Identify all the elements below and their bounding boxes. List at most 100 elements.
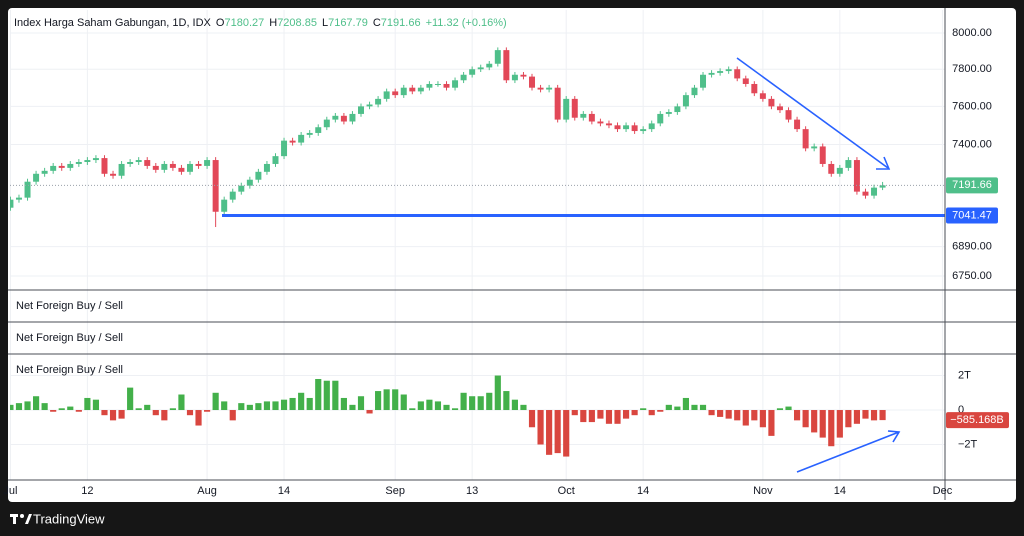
bar: [289, 397, 296, 411]
bar: [357, 396, 365, 411]
bar: [221, 401, 228, 411]
candle-body: [426, 83, 433, 88]
bar: [169, 408, 176, 411]
candle-body: [340, 115, 347, 122]
candle-body: [443, 83, 450, 88]
bar: [845, 410, 852, 428]
candle-body: [648, 123, 655, 130]
bar: [426, 399, 433, 411]
candle-body: [759, 93, 766, 99]
candle-body: [212, 160, 219, 212]
candle-body: [400, 87, 407, 96]
bar: [92, 399, 100, 411]
candle-body: [776, 106, 783, 111]
legend-key: H: [269, 17, 277, 29]
candle-body: [725, 69, 732, 72]
bar: [255, 403, 262, 411]
bar: [546, 410, 553, 455]
candle-body: [349, 113, 356, 122]
candle-body: [853, 160, 860, 192]
bar: [75, 410, 82, 412]
y-tick-label: 6890.00: [952, 241, 992, 253]
bar: [836, 410, 843, 438]
last-value-label: −585.168B: [950, 414, 1004, 426]
candle-body: [571, 98, 578, 118]
bar: [785, 406, 792, 411]
candle-body: [58, 165, 65, 168]
candle-body: [460, 74, 467, 81]
candle-body: [563, 98, 570, 120]
x-tick-label: 14: [278, 485, 290, 497]
candle-body: [605, 123, 612, 126]
bar: [853, 410, 861, 424]
candle-body: [537, 87, 544, 90]
candle-body: [802, 129, 809, 149]
candle-body: [127, 162, 134, 164]
bar: [537, 410, 544, 445]
candle-body: [272, 156, 279, 164]
candle-body: [41, 170, 48, 174]
candle-body: [246, 179, 253, 186]
candle-body: [597, 121, 604, 124]
candle-body: [588, 113, 595, 122]
candle-body: [640, 129, 647, 132]
candle-body: [409, 87, 416, 92]
candle-body: [691, 87, 698, 96]
candle-body: [204, 160, 211, 166]
bar: [340, 397, 347, 411]
bar: [366, 410, 373, 414]
bar: [657, 410, 664, 412]
candle-body: [811, 146, 818, 149]
bar: [802, 410, 809, 428]
candle-body: [144, 160, 151, 166]
bar: [554, 410, 561, 454]
bar: [588, 410, 595, 423]
candle-body: [195, 163, 202, 166]
legend-value: 7208.85: [277, 17, 317, 29]
candle-body: [554, 87, 561, 120]
bar: [298, 392, 305, 411]
support-box: [946, 207, 998, 224]
legend-key: L: [322, 17, 328, 29]
candle-body: [92, 158, 99, 161]
y-tick-label: 2T: [958, 369, 971, 381]
y-tick-label: −2T: [958, 438, 978, 450]
bar: [195, 410, 202, 426]
bar: [793, 410, 801, 421]
candle-body: [263, 163, 270, 172]
bar: [708, 410, 715, 416]
candle-body: [434, 83, 441, 85]
candle-body: [879, 185, 886, 188]
bar: [33, 396, 40, 411]
bar: [10, 404, 14, 411]
last-price-box: [946, 177, 998, 194]
legend-value: 7167.79: [328, 17, 368, 29]
candle-body: [281, 140, 288, 157]
bar: [246, 404, 253, 411]
legend-value: 7180.27: [224, 17, 264, 29]
bar: [563, 410, 570, 457]
bar: [580, 410, 587, 423]
bar: [375, 391, 382, 411]
y-tick-label: 7400.00: [952, 138, 992, 150]
bar: [640, 408, 647, 411]
price-pane: [10, 47, 945, 228]
bar: [768, 410, 775, 436]
pane-title: Net Foreign Buy / Sell: [16, 364, 123, 376]
legend-title: Index Harga Saham Gabungan, 1D, IDX: [14, 17, 212, 29]
bar: [280, 399, 288, 411]
candle-body: [742, 78, 749, 84]
bar: [734, 410, 741, 421]
x-tick-label: Oct: [558, 485, 575, 497]
bar: [751, 410, 758, 421]
bar: [503, 391, 510, 411]
legend: Index Harga Saham Gabungan, 1D, IDX O7180…: [14, 17, 507, 29]
bar: [118, 410, 125, 419]
bar: [520, 404, 527, 411]
x-tick-label: Aug: [197, 485, 217, 497]
candle-body: [110, 173, 117, 176]
bar: [665, 404, 672, 411]
bar: [332, 380, 339, 411]
bar: [528, 410, 536, 428]
